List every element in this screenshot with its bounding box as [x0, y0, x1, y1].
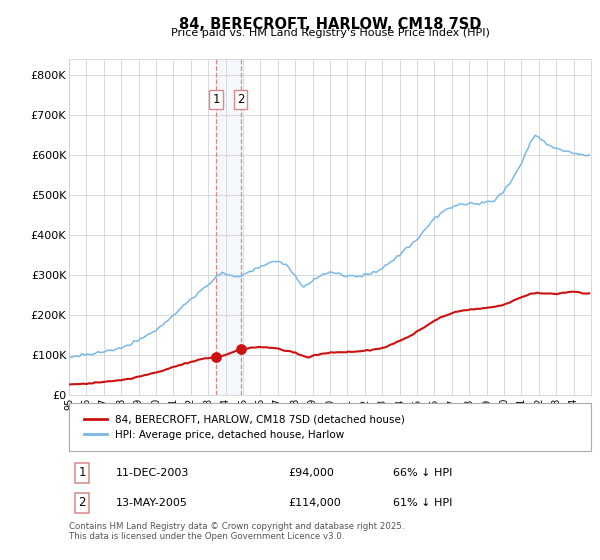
Text: 11-DEC-2003: 11-DEC-2003 — [116, 468, 190, 478]
Text: 1: 1 — [78, 466, 86, 479]
Point — [211, 353, 221, 362]
Text: 2: 2 — [78, 496, 86, 510]
Text: Price paid vs. HM Land Registry's House Price Index (HPI): Price paid vs. HM Land Registry's House … — [170, 28, 490, 38]
Text: £114,000: £114,000 — [288, 498, 341, 508]
Point — [236, 345, 245, 354]
Text: 2: 2 — [237, 92, 244, 106]
Text: 61% ↓ HPI: 61% ↓ HPI — [392, 498, 452, 508]
Text: 66% ↓ HPI: 66% ↓ HPI — [392, 468, 452, 478]
Text: 13-MAY-2005: 13-MAY-2005 — [116, 498, 188, 508]
Text: 84, BERECROFT, HARLOW, CM18 7SD: 84, BERECROFT, HARLOW, CM18 7SD — [179, 17, 481, 32]
Text: Contains HM Land Registry data © Crown copyright and database right 2025.
This d: Contains HM Land Registry data © Crown c… — [69, 522, 404, 542]
Text: 1: 1 — [212, 92, 220, 106]
Bar — [216, 59, 241, 395]
Legend: 84, BERECROFT, HARLOW, CM18 7SD (detached house), HPI: Average price, detached h: 84, BERECROFT, HARLOW, CM18 7SD (detache… — [79, 410, 409, 444]
Text: £94,000: £94,000 — [288, 468, 334, 478]
